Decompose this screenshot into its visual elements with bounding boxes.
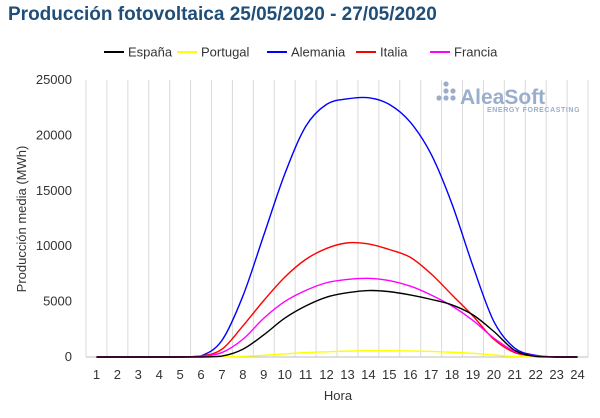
x-tick-label: 17	[424, 367, 438, 382]
x-tick-label: 10	[277, 367, 291, 382]
x-tick-label: 13	[340, 367, 354, 382]
logo-dots-icon	[436, 81, 456, 101]
grid-layer	[85, 80, 589, 357]
x-tick-label: 12	[319, 367, 333, 382]
x-tick-label: 24	[570, 367, 584, 382]
x-tick-label: 19	[466, 367, 480, 382]
x-tick-label: 3	[135, 367, 142, 382]
x-tick-label: 22	[528, 367, 542, 382]
logo-tagline: ENERGY FORECASTING	[487, 107, 580, 114]
y-tick-label: 20000	[36, 127, 72, 142]
x-tick-label: 1	[93, 367, 100, 382]
x-tick-label: 9	[260, 367, 267, 382]
y-tick-label: 10000	[36, 238, 72, 253]
legend-label-alemania: Alemania	[291, 45, 346, 60]
x-tick-label: 14	[361, 367, 375, 382]
y-tick-label: 15000	[36, 183, 72, 198]
y-tick-label: 0	[65, 349, 72, 364]
legend-label-francia: Francia	[454, 45, 498, 60]
chart-title: Producción fotovoltaica 25/05/2020 - 27/…	[8, 4, 437, 25]
x-tick-label: 18	[445, 367, 459, 382]
y-axis-title: Producción media (MWh)	[14, 146, 29, 293]
series-line-espana	[96, 289, 578, 358]
x-tick-label: 20	[487, 367, 501, 382]
x-tick-label: 21	[508, 367, 522, 382]
x-tick-label: 7	[218, 367, 225, 382]
legend: España Portugal Alemania Italia Francia	[104, 45, 498, 60]
legend-label-espana: España	[128, 45, 173, 60]
x-tick-label: 8	[239, 367, 246, 382]
aleasoft-logo: AleaSoft ENERGY FORECASTING	[436, 81, 580, 114]
x-tick-label: 2	[114, 367, 121, 382]
x-tick-label: 16	[403, 367, 417, 382]
legend-label-portugal: Portugal	[201, 45, 250, 60]
x-tick-label: 23	[549, 367, 563, 382]
legend-label-italia: Italia	[380, 45, 408, 60]
x-tick-label: 4	[156, 367, 163, 382]
y-tick-label: 5000	[43, 294, 72, 309]
x-axis-title: Hora	[324, 388, 353, 403]
x-tick-label: 6	[197, 367, 204, 382]
x-tick-label: 15	[382, 367, 396, 382]
y-tick-label: 25000	[36, 72, 72, 87]
x-tick-label: 11	[299, 367, 313, 382]
series-layer	[96, 96, 578, 358]
x-tick-label: 5	[177, 367, 184, 382]
logo-name: AleaSoft	[460, 86, 545, 109]
